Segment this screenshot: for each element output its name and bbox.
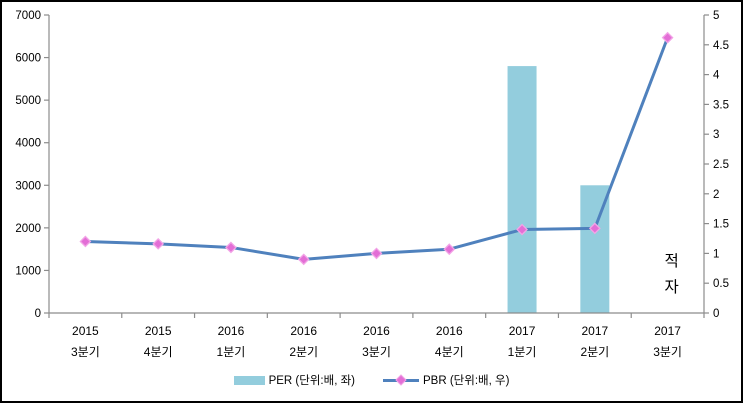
- per-bar-swatch-icon: [233, 375, 265, 385]
- pbr-line-swatch-icon: [383, 374, 419, 386]
- x-axis-label-quarter: 4분기: [144, 345, 173, 359]
- x-axis-label-year: 2017: [581, 324, 608, 338]
- per-bar: [507, 66, 537, 313]
- left-axis-tick-label: 2000: [15, 223, 41, 235]
- right-axis-tick-label: 1.5: [713, 219, 729, 231]
- left-axis-tick-label: 6000: [15, 53, 41, 65]
- pbr-marker: [443, 243, 456, 256]
- x-axis-label-quarter: 3분기: [653, 345, 682, 359]
- left-axis-tick-label: 5000: [15, 95, 41, 107]
- pbr-line: [83, 36, 670, 261]
- x-axis-label-year: 2015: [72, 324, 99, 338]
- right-axis-tick-label: 2: [713, 189, 719, 201]
- x-axis-label-year: 2017: [509, 324, 536, 338]
- x-axis-label-quarter: 1분기: [217, 345, 246, 359]
- left-axis-tick-label: 1000: [15, 265, 41, 277]
- x-axis-label-year: 2016: [218, 324, 245, 338]
- x-axis-label-year: 2016: [363, 324, 390, 338]
- per-pbr-chart-plot: 0 1000 2000 3000 4000 5000 6000 7000 0 0.5 1 1.5 2 2.…: [15, 10, 729, 359]
- pbr-marker: [370, 247, 383, 260]
- left-axis-tick-label: 0: [35, 308, 41, 320]
- pbr-marker: [152, 237, 165, 250]
- chart-legend: PER (단위:배, 좌) PBR (단위:배, 우): [2, 362, 741, 398]
- pbr-marker: [225, 241, 237, 254]
- pbr-diamond-marker-icon: [395, 374, 407, 386]
- right-axis-tick-label: 4.5: [713, 40, 729, 52]
- pbr-marker: [661, 31, 674, 44]
- left-axis-tick-label: 4000: [15, 138, 41, 150]
- right-axis-tick-label: 1: [713, 248, 719, 260]
- legend-item-pbr: PBR (단위:배, 우): [383, 372, 509, 388]
- right-axis-tick-label: 0.5: [713, 278, 729, 290]
- x-axis-label-quarter: 3분기: [362, 345, 391, 359]
- deficit-annotation: 자: [664, 278, 678, 296]
- x-axis-label-year: 2017: [654, 324, 681, 338]
- x-axis-label-quarter: 2분기: [289, 345, 318, 359]
- pbr-marker: [79, 235, 92, 248]
- x-axis-label-quarter: 3분기: [71, 345, 100, 359]
- pbr-marker: [297, 253, 310, 266]
- pbr-marker: [588, 222, 601, 235]
- legend-item-per: PER (단위:배, 좌): [233, 372, 355, 388]
- x-axis-label-quarter: 1분기: [508, 345, 537, 359]
- right-axis-tick-label: 3: [713, 129, 719, 141]
- left-axis-tick-label: 3000: [15, 180, 41, 192]
- deficit-annotation: 적: [664, 252, 678, 270]
- x-axis-label-quarter: 2분기: [580, 345, 609, 359]
- right-axis-tick-label: 3.5: [713, 99, 729, 111]
- right-axis-tick-label: 0: [713, 308, 719, 320]
- right-axis-tick-label: 4: [713, 70, 720, 82]
- x-axis-label-year: 2015: [145, 324, 172, 338]
- right-axis-tick-label: 5: [713, 10, 719, 22]
- x-axis-label-year: 2016: [436, 324, 463, 338]
- x-axis-label-quarter: 4분기: [435, 345, 464, 359]
- pbr-marker: [516, 223, 528, 236]
- left-axis-tick-label: 7000: [15, 10, 41, 22]
- per-legend-label: PER (단위:배, 좌): [268, 375, 355, 387]
- right-axis-tick-label: 2.5: [713, 159, 729, 171]
- x-axis-label-year: 2016: [290, 324, 317, 338]
- pbr-legend-label: PBR (단위:배, 우): [423, 375, 510, 387]
